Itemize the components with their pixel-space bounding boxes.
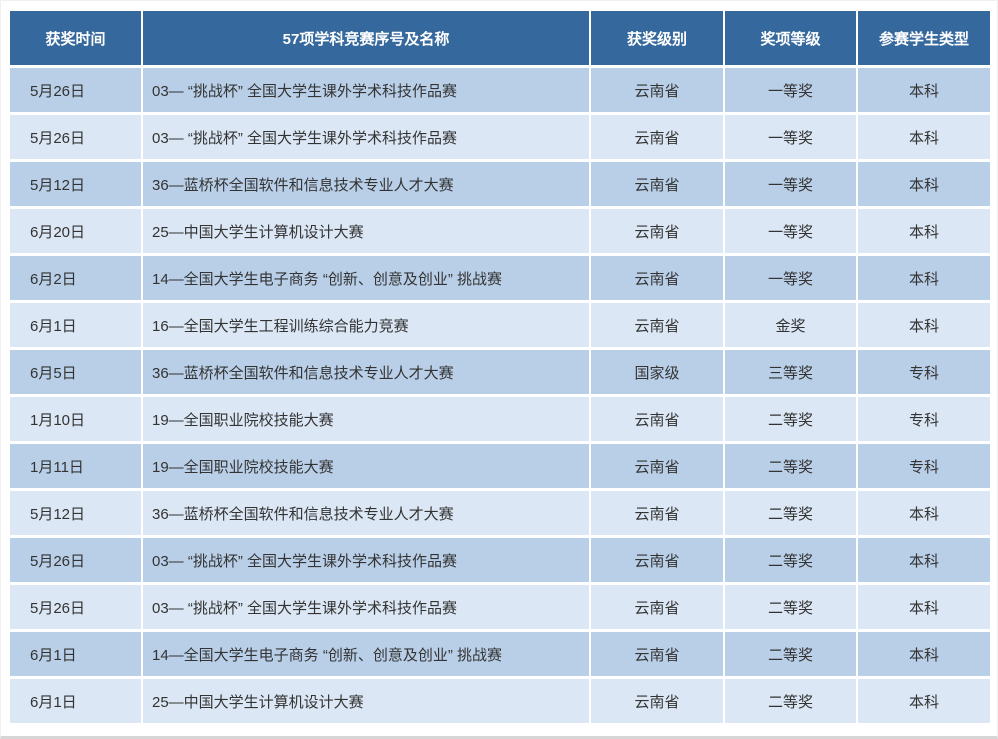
cell-award-grade: 二等奖 bbox=[725, 538, 856, 582]
cell-competition-name: 16—全国大学生工程训练综合能力竞赛 bbox=[143, 303, 589, 347]
cell-award-date: 5月26日 bbox=[10, 68, 141, 112]
cell-award-grade: 二等奖 bbox=[725, 679, 856, 723]
table-row: 6月2日 14—全国大学生电子商务 “创新、创意及创业” 挑战赛 云南省 一等奖… bbox=[10, 256, 990, 300]
cell-award-grade: 二等奖 bbox=[725, 491, 856, 535]
table-row: 5月26日 03— “挑战杯” 全国大学生课外学术科技作品赛 云南省 二等奖 本… bbox=[10, 538, 990, 582]
cell-competition-name: 03— “挑战杯” 全国大学生课外学术科技作品赛 bbox=[143, 68, 589, 112]
table-row: 5月26日 03— “挑战杯” 全国大学生课外学术科技作品赛 云南省 一等奖 本… bbox=[10, 68, 990, 112]
cell-student-type: 本科 bbox=[858, 679, 990, 723]
cell-award-date: 5月12日 bbox=[10, 491, 141, 535]
cell-student-type: 本科 bbox=[858, 68, 990, 112]
cell-student-type: 本科 bbox=[858, 303, 990, 347]
cell-competition-name: 19—全国职业院校技能大赛 bbox=[143, 444, 589, 488]
cell-competition-name: 25—中国大学生计算机设计大赛 bbox=[143, 679, 589, 723]
cell-student-type: 本科 bbox=[858, 115, 990, 159]
cell-award-date: 6月1日 bbox=[10, 303, 141, 347]
cell-award-level: 云南省 bbox=[591, 585, 723, 629]
cell-student-type: 本科 bbox=[858, 209, 990, 253]
cell-award-level: 云南省 bbox=[591, 209, 723, 253]
cell-award-grade: 二等奖 bbox=[725, 632, 856, 676]
cell-award-date: 5月26日 bbox=[10, 585, 141, 629]
cell-award-grade: 金奖 bbox=[725, 303, 856, 347]
cell-award-level: 云南省 bbox=[591, 632, 723, 676]
table-row: 1月10日 19—全国职业院校技能大赛 云南省 二等奖 专科 bbox=[10, 397, 990, 441]
cell-award-date: 6月1日 bbox=[10, 679, 141, 723]
cell-student-type: 本科 bbox=[858, 491, 990, 535]
col-header-competition-name: 57项学科竞赛序号及名称 bbox=[143, 11, 589, 65]
cell-award-grade: 三等奖 bbox=[725, 350, 856, 394]
cell-competition-name: 36—蓝桥杯全国软件和信息技术专业人才大赛 bbox=[143, 350, 589, 394]
cell-award-grade: 一等奖 bbox=[725, 162, 856, 206]
table-body: 5月26日 03— “挑战杯” 全国大学生课外学术科技作品赛 云南省 一等奖 本… bbox=[10, 68, 990, 723]
cell-competition-name: 36—蓝桥杯全国软件和信息技术专业人才大赛 bbox=[143, 491, 589, 535]
col-header-award-time: 获奖时间 bbox=[10, 11, 141, 65]
cell-award-level: 云南省 bbox=[591, 303, 723, 347]
cell-student-type: 本科 bbox=[858, 162, 990, 206]
cell-award-date: 1月11日 bbox=[10, 444, 141, 488]
cell-student-type: 本科 bbox=[858, 538, 990, 582]
cell-award-grade: 一等奖 bbox=[725, 68, 856, 112]
cell-award-date: 6月20日 bbox=[10, 209, 141, 253]
cell-award-level: 云南省 bbox=[591, 444, 723, 488]
table-row: 5月26日 03— “挑战杯” 全国大学生课外学术科技作品赛 云南省 一等奖 本… bbox=[10, 115, 990, 159]
table-row: 6月1日 25—中国大学生计算机设计大赛 云南省 二等奖 本科 bbox=[10, 679, 990, 723]
table-row: 6月1日 16—全国大学生工程训练综合能力竞赛 云南省 金奖 本科 bbox=[10, 303, 990, 347]
col-header-award-level: 获奖级别 bbox=[591, 11, 723, 65]
cell-award-level: 云南省 bbox=[591, 162, 723, 206]
cell-competition-name: 25—中国大学生计算机设计大赛 bbox=[143, 209, 589, 253]
table-row: 6月5日 36—蓝桥杯全国软件和信息技术专业人才大赛 国家级 三等奖 专科 bbox=[10, 350, 990, 394]
header-row: 获奖时间 57项学科竞赛序号及名称 获奖级别 奖项等级 参赛学生类型 bbox=[10, 11, 990, 65]
table-row: 5月26日 03— “挑战杯” 全国大学生课外学术科技作品赛 云南省 二等奖 本… bbox=[10, 585, 990, 629]
cell-award-grade: 一等奖 bbox=[725, 115, 856, 159]
cell-award-level: 云南省 bbox=[591, 538, 723, 582]
cell-award-date: 6月2日 bbox=[10, 256, 141, 300]
table-row: 5月12日 36—蓝桥杯全国软件和信息技术专业人才大赛 云南省 二等奖 本科 bbox=[10, 491, 990, 535]
table-row: 1月11日 19—全国职业院校技能大赛 云南省 二等奖 专科 bbox=[10, 444, 990, 488]
cell-award-level: 国家级 bbox=[591, 350, 723, 394]
cell-award-grade: 二等奖 bbox=[725, 444, 856, 488]
cell-student-type: 专科 bbox=[858, 350, 990, 394]
cell-competition-name: 36—蓝桥杯全国软件和信息技术专业人才大赛 bbox=[143, 162, 589, 206]
col-header-student-type: 参赛学生类型 bbox=[858, 11, 990, 65]
cell-award-date: 6月5日 bbox=[10, 350, 141, 394]
cell-student-type: 本科 bbox=[858, 256, 990, 300]
cell-competition-name: 03— “挑战杯” 全国大学生课外学术科技作品赛 bbox=[143, 585, 589, 629]
awards-table: 获奖时间 57项学科竞赛序号及名称 获奖级别 奖项等级 参赛学生类型 5月26日… bbox=[8, 8, 992, 726]
cell-award-date: 5月12日 bbox=[10, 162, 141, 206]
cell-student-type: 本科 bbox=[858, 632, 990, 676]
cell-student-type: 本科 bbox=[858, 585, 990, 629]
col-header-award-grade: 奖项等级 bbox=[725, 11, 856, 65]
cell-award-grade: 二等奖 bbox=[725, 397, 856, 441]
cell-award-grade: 一等奖 bbox=[725, 209, 856, 253]
cell-award-date: 5月26日 bbox=[10, 115, 141, 159]
cell-competition-name: 03— “挑战杯” 全国大学生课外学术科技作品赛 bbox=[143, 538, 589, 582]
cell-competition-name: 19—全国职业院校技能大赛 bbox=[143, 397, 589, 441]
cell-award-level: 云南省 bbox=[591, 115, 723, 159]
cell-student-type: 专科 bbox=[858, 397, 990, 441]
table-row: 6月1日 14—全国大学生电子商务 “创新、创意及创业” 挑战赛 云南省 二等奖… bbox=[10, 632, 990, 676]
cell-award-date: 5月26日 bbox=[10, 538, 141, 582]
cell-award-date: 6月1日 bbox=[10, 632, 141, 676]
table-header: 获奖时间 57项学科竞赛序号及名称 获奖级别 奖项等级 参赛学生类型 bbox=[10, 11, 990, 65]
cell-award-level: 云南省 bbox=[591, 256, 723, 300]
cell-competition-name: 03— “挑战杯” 全国大学生课外学术科技作品赛 bbox=[143, 115, 589, 159]
cell-competition-name: 14—全国大学生电子商务 “创新、创意及创业” 挑战赛 bbox=[143, 632, 589, 676]
cell-award-level: 云南省 bbox=[591, 397, 723, 441]
cell-award-date: 1月10日 bbox=[10, 397, 141, 441]
cell-award-grade: 二等奖 bbox=[725, 585, 856, 629]
cell-award-grade: 一等奖 bbox=[725, 256, 856, 300]
table-row: 5月12日 36—蓝桥杯全国软件和信息技术专业人才大赛 云南省 一等奖 本科 bbox=[10, 162, 990, 206]
cell-competition-name: 14—全国大学生电子商务 “创新、创意及创业” 挑战赛 bbox=[143, 256, 589, 300]
cell-award-level: 云南省 bbox=[591, 491, 723, 535]
table-row: 6月20日 25—中国大学生计算机设计大赛 云南省 一等奖 本科 bbox=[10, 209, 990, 253]
cell-award-level: 云南省 bbox=[591, 679, 723, 723]
cell-student-type: 专科 bbox=[858, 444, 990, 488]
cell-award-level: 云南省 bbox=[591, 68, 723, 112]
